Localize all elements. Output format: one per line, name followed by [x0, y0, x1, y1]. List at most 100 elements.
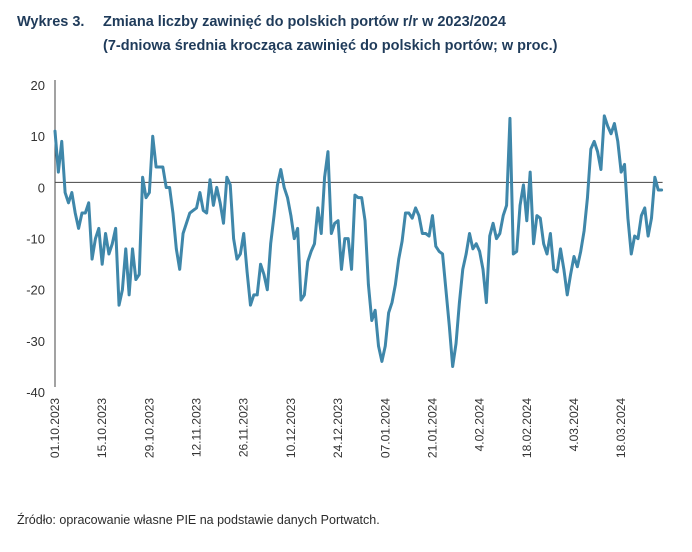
data-point	[579, 250, 582, 253]
data-point	[397, 257, 400, 261]
x-tick-label: 18.03.2024	[614, 398, 628, 458]
data-point	[333, 222, 336, 225]
data-point	[198, 191, 202, 194]
data-point	[299, 298, 303, 302]
data-point	[505, 204, 508, 207]
data-point	[60, 140, 63, 143]
data-point	[117, 303, 121, 307]
data-point	[293, 237, 296, 240]
data-point	[555, 270, 559, 274]
data-point	[249, 303, 252, 307]
data-point	[380, 360, 384, 363]
data-point	[330, 232, 333, 235]
data-point	[111, 242, 114, 245]
x-tick-label: 01.10.2023	[48, 398, 62, 458]
data-point	[336, 219, 340, 222]
data-point	[165, 186, 168, 189]
figure-label: Wykres 3.	[17, 14, 85, 30]
data-point	[481, 268, 485, 271]
y-tick-label: 10	[31, 129, 45, 144]
data-point	[360, 196, 363, 199]
data-point	[107, 252, 111, 256]
data-point	[471, 247, 475, 251]
data-point	[353, 193, 357, 197]
data-point	[195, 206, 198, 210]
data-point	[70, 191, 74, 194]
y-tick-label: 0	[38, 180, 45, 195]
data-point	[171, 211, 175, 215]
data-point	[437, 250, 441, 253]
series-points	[53, 114, 663, 368]
data-point	[191, 209, 195, 212]
data-point	[343, 237, 347, 240]
data-point	[394, 283, 397, 286]
data-point	[185, 222, 188, 225]
data-point	[256, 293, 259, 297]
data-point	[606, 124, 609, 128]
data-point	[289, 214, 293, 217]
data-point	[424, 232, 427, 235]
data-point	[218, 201, 222, 204]
data-point	[124, 247, 127, 251]
data-point	[326, 150, 330, 153]
data-point	[461, 268, 464, 271]
y-axis-labels: 20 10 0 -10 -20 -30 -40	[26, 78, 45, 400]
data-point	[225, 176, 229, 179]
x-tick-label: 07.01.2024	[378, 398, 392, 458]
data-point	[646, 234, 650, 238]
data-point	[320, 232, 323, 235]
data-point	[367, 283, 370, 286]
data-point	[131, 247, 134, 251]
data-point	[444, 288, 448, 291]
data-point	[417, 214, 421, 217]
data-point	[266, 288, 269, 291]
data-point	[144, 196, 148, 199]
data-point	[451, 365, 454, 368]
data-point	[599, 168, 603, 171]
data-point	[377, 344, 380, 348]
x-tick-label: 4.03.2024	[567, 398, 581, 452]
data-point	[559, 247, 562, 251]
x-tick-label: 10.12.2023	[284, 398, 298, 458]
data-point	[633, 234, 636, 238]
data-point	[340, 268, 343, 271]
data-point	[596, 150, 599, 153]
data-point	[134, 278, 138, 281]
data-point	[616, 140, 619, 143]
data-point	[626, 216, 630, 220]
data-point	[539, 216, 542, 220]
data-point	[502, 214, 505, 217]
data-point	[151, 135, 154, 138]
data-point	[350, 268, 353, 271]
data-point	[373, 309, 377, 312]
chart-subtitle: (7-dniowa średnia krocząca zawinięć do p…	[103, 38, 558, 54]
data-point	[269, 242, 272, 245]
data-point	[458, 301, 461, 304]
data-point	[387, 311, 390, 315]
data-point	[63, 191, 67, 194]
data-point	[512, 252, 515, 256]
data-point	[181, 232, 185, 235]
data-point	[346, 237, 350, 240]
data-point	[454, 342, 458, 345]
data-point	[515, 250, 518, 253]
data-point	[141, 176, 144, 179]
data-point	[475, 242, 478, 245]
data-point	[491, 222, 495, 225]
data-point	[53, 129, 57, 133]
data-point	[306, 260, 309, 263]
data-point	[309, 250, 313, 253]
data-point	[158, 165, 161, 169]
data-point	[178, 268, 181, 271]
data-point	[67, 201, 70, 204]
data-point	[87, 201, 90, 204]
x-tick-label: 15.10.2023	[95, 398, 109, 458]
data-point	[464, 252, 468, 256]
data-point	[623, 163, 626, 166]
data-point	[549, 232, 552, 235]
data-point	[603, 114, 606, 118]
data-point	[593, 140, 596, 143]
data-point	[279, 168, 282, 171]
y-tick-label: -30	[26, 334, 45, 349]
